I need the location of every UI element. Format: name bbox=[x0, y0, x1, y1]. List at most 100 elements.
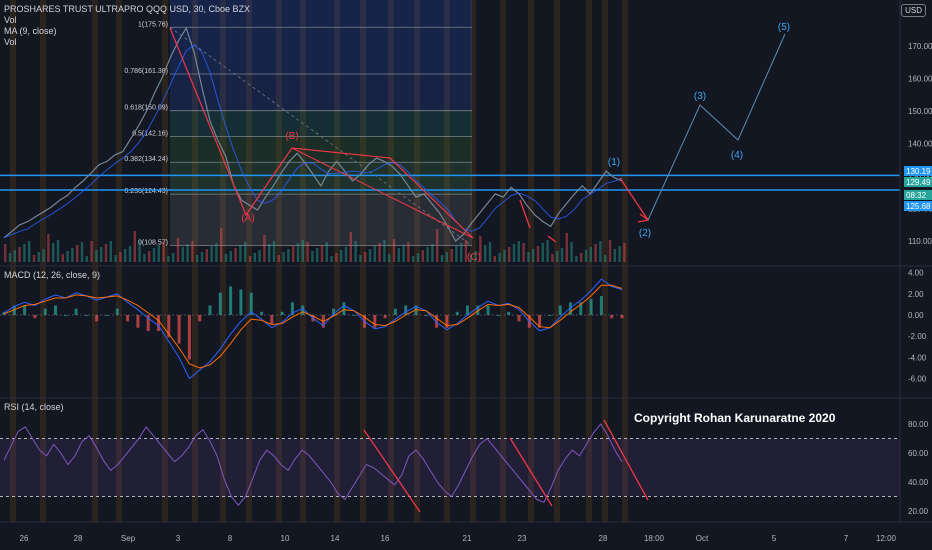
macd-histogram-bar bbox=[466, 305, 469, 315]
macd-histogram-bar bbox=[373, 315, 376, 328]
volume-bar bbox=[446, 252, 448, 262]
volume-bar bbox=[244, 242, 246, 262]
volume-bar bbox=[225, 254, 227, 262]
volume-bar bbox=[330, 256, 332, 262]
wave-label-1: (1) bbox=[608, 157, 620, 168]
volume-bar bbox=[402, 245, 404, 262]
volume-bar bbox=[90, 241, 92, 262]
symbol-title: PROSHARES TRUST ULTRAPRO QQQ USD, 30, Cb… bbox=[4, 4, 250, 15]
price-tag-label: 08:32 bbox=[906, 191, 927, 200]
volume-bar bbox=[138, 240, 140, 262]
rsi-tick-label: 20.00 bbox=[908, 507, 929, 516]
macd-legend: MACD (12, 26, close, 9) bbox=[4, 270, 100, 281]
macd-histogram-bar bbox=[178, 315, 181, 344]
volume-bar bbox=[4, 244, 6, 262]
volume-bar bbox=[81, 242, 83, 262]
macd-histogram-bar bbox=[54, 305, 57, 315]
volume-bar bbox=[575, 256, 577, 262]
volume-bar bbox=[306, 242, 308, 262]
time-axis-label: 3 bbox=[176, 534, 181, 543]
fib-level-label: 0.236(124.43) bbox=[124, 188, 168, 195]
volume-bar bbox=[119, 252, 121, 262]
volume-bar bbox=[484, 245, 486, 262]
volume-bar bbox=[570, 242, 572, 262]
volume-bar bbox=[580, 253, 582, 262]
macd-tick-label: -2.00 bbox=[908, 332, 927, 341]
volume-bar bbox=[302, 240, 304, 262]
volume-bar bbox=[114, 255, 116, 262]
volume-bar bbox=[28, 241, 30, 262]
rsi-tick-label: 80.00 bbox=[908, 420, 929, 429]
volume-bar bbox=[585, 250, 587, 262]
price-tick-label: 170.00 bbox=[908, 42, 932, 51]
macd-histogram-bar bbox=[95, 315, 98, 321]
time-axis-label: 28 bbox=[599, 534, 608, 543]
volume-bar bbox=[18, 247, 20, 262]
volume-bar bbox=[614, 249, 616, 262]
volume-bar bbox=[273, 241, 275, 262]
volume-bar bbox=[234, 248, 236, 262]
volume-bar bbox=[340, 250, 342, 262]
wave-label-b: (B) bbox=[285, 131, 298, 142]
price-tick-label: 150.00 bbox=[908, 107, 932, 116]
volume-bar bbox=[210, 246, 212, 262]
macd-tick-label: 2.00 bbox=[908, 290, 924, 299]
macd-histogram-bar bbox=[209, 305, 212, 315]
volume-bar bbox=[95, 250, 97, 262]
volume-bar bbox=[426, 247, 428, 262]
volume-bar bbox=[42, 249, 44, 262]
macd-histogram-bar bbox=[229, 286, 232, 315]
impulse-wave-line bbox=[648, 34, 785, 220]
volume-bar bbox=[38, 252, 40, 262]
volume-bar bbox=[604, 255, 606, 262]
currency-badge[interactable]: USD bbox=[901, 4, 926, 17]
macd-histogram-bar bbox=[600, 296, 603, 315]
volume-bar bbox=[282, 252, 284, 262]
rsi-legend: RSI (14, close) bbox=[4, 402, 64, 413]
volume-bar bbox=[62, 254, 64, 262]
volume-bar bbox=[532, 249, 534, 262]
rsi-tick-label: 40.00 bbox=[908, 478, 929, 487]
volume-bar bbox=[100, 247, 102, 262]
macd-histogram-bar bbox=[342, 302, 345, 315]
volume-bar bbox=[249, 256, 251, 262]
volume-bar bbox=[364, 252, 366, 262]
volume-bar bbox=[508, 247, 510, 262]
price-tick-label: 110.00 bbox=[908, 237, 932, 246]
volume-bar bbox=[86, 256, 88, 262]
volume-bar bbox=[186, 244, 188, 262]
wave-label-4: (4) bbox=[731, 150, 743, 161]
volume-bar bbox=[503, 250, 505, 262]
time-axis-label: Oct bbox=[696, 534, 709, 543]
volume-bar bbox=[326, 242, 328, 262]
volume-indicator-label-2: Vol bbox=[4, 37, 250, 48]
volume-bar bbox=[590, 247, 592, 262]
price-tag-label: 129.49 bbox=[906, 178, 931, 187]
volume-bar bbox=[239, 245, 241, 262]
volume-bar bbox=[383, 240, 385, 262]
volume-bar bbox=[215, 243, 217, 262]
macd-histogram-bar bbox=[116, 309, 119, 315]
wave-label-c: (C) bbox=[467, 252, 481, 263]
rsi-band bbox=[0, 439, 900, 497]
volume-bar bbox=[124, 249, 126, 262]
fib-zone-5 bbox=[170, 194, 472, 246]
volume-bar bbox=[542, 243, 544, 262]
time-axis-label: 21 bbox=[463, 534, 472, 543]
volume-bar bbox=[417, 253, 419, 262]
macd-histogram-bar bbox=[487, 305, 490, 315]
time-axis-label: 16 bbox=[381, 534, 390, 543]
volume-bar bbox=[162, 242, 164, 262]
volume-bar bbox=[71, 248, 73, 262]
volume-bar bbox=[522, 243, 524, 262]
volume-bar bbox=[153, 248, 155, 262]
volume-bar bbox=[33, 255, 35, 262]
volume-bar bbox=[311, 251, 313, 262]
volume-bar bbox=[57, 240, 59, 262]
time-axis-label: 10 bbox=[281, 534, 290, 543]
volume-bar bbox=[182, 247, 184, 262]
volume-bar bbox=[513, 244, 515, 262]
volume-bar bbox=[258, 250, 260, 262]
volume-bar bbox=[350, 232, 352, 262]
volume-bar bbox=[287, 249, 289, 262]
